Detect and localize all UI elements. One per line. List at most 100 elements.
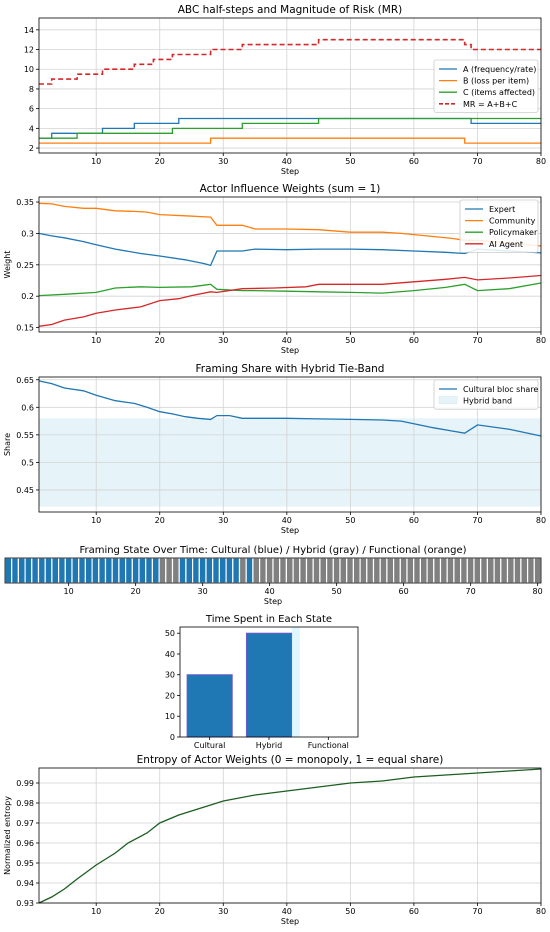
y-tick-label: 0.55	[16, 431, 34, 440]
state-cell	[393, 557, 401, 584]
state-cell	[406, 557, 415, 584]
state-cell	[158, 557, 167, 584]
state-cell	[51, 557, 60, 584]
state-cell	[171, 557, 180, 584]
y-tick-label: 0.15	[16, 324, 34, 333]
state-cell	[145, 557, 153, 584]
x-tick-label: 70	[466, 587, 476, 596]
x-tick-label: 30	[198, 587, 208, 596]
state-cell	[57, 557, 66, 584]
x-tick-label: 80	[536, 516, 546, 525]
x-tick-label: 50	[345, 157, 355, 166]
state-cell	[31, 557, 40, 584]
x-axis-label: Step	[281, 167, 299, 176]
state-cell	[138, 557, 147, 584]
x-tick-label: 80	[533, 587, 543, 596]
series-line-2	[38, 282, 542, 297]
y-tick-label: 0.3	[21, 229, 34, 238]
x-tick-label: 80	[536, 157, 546, 166]
plot-frame	[38, 376, 542, 513]
state-cell	[419, 557, 428, 584]
x-tick-label: 50	[345, 336, 355, 345]
state-cell	[433, 557, 442, 584]
x-tick-label: 20	[155, 907, 165, 916]
series-line-1	[38, 202, 542, 247]
state-cell	[299, 557, 308, 584]
state-cell	[305, 557, 314, 584]
x-tick-label: 30	[218, 907, 228, 916]
x-tick-label: 10	[91, 157, 101, 166]
state-cell	[11, 557, 19, 584]
x-tick-label: 70	[472, 516, 482, 525]
state-cell	[192, 557, 200, 584]
y-tick-label: 0.97	[16, 819, 34, 828]
state-cell	[506, 557, 515, 584]
y-tick-label: 30	[165, 671, 175, 680]
series-line-2	[39, 117, 541, 139]
state-cell	[178, 557, 187, 584]
series-line-1	[39, 137, 541, 144]
y-tick-label: 40	[165, 650, 175, 659]
state-cell	[37, 557, 46, 584]
bar-cultural	[186, 674, 233, 738]
y-tick-label: 0.45	[16, 486, 34, 495]
state-cell	[259, 557, 267, 584]
state-cell	[124, 557, 133, 584]
x-tick-label: 40	[282, 516, 292, 525]
state-cell	[453, 557, 462, 584]
plot-frame	[38, 17, 542, 154]
series-line-3	[39, 38, 541, 85]
state-cell	[493, 557, 502, 584]
y-tick-label: 0.6	[21, 403, 34, 412]
y-tick-label: 0.2	[21, 292, 34, 301]
category-label: Hybrid	[256, 741, 282, 750]
state-cell	[64, 557, 73, 584]
state-cell	[104, 557, 113, 584]
y-tick-label: 2	[29, 144, 34, 153]
chart-4: Time Spent in Each State Cultural Hybrid Fu…	[165, 614, 359, 750]
state-cell	[44, 557, 53, 584]
state-cell	[413, 557, 422, 584]
y-tick-label: 0.94	[16, 879, 34, 888]
state-cell	[205, 557, 214, 584]
state-cell	[399, 557, 408, 584]
y-tick-label: 10	[24, 65, 34, 74]
state-cell	[480, 557, 489, 584]
chart-title: ABC half-steps and Magnitude of Risk (MR…	[178, 4, 402, 16]
x-tick-label: 80	[536, 907, 546, 916]
legend-entry: Hybrid band	[463, 397, 512, 406]
y-tick-label: 20	[165, 691, 175, 700]
state-cell	[91, 557, 100, 584]
series-line-3	[38, 274, 542, 327]
category-label: Cultural	[194, 741, 226, 750]
x-tick-label: 70	[472, 907, 482, 916]
highlight-strip	[291, 627, 300, 737]
legend-entry: B (loss per item)	[463, 77, 529, 86]
x-axis-label: Step	[264, 597, 282, 606]
state-cell	[252, 557, 261, 584]
series-line-0	[38, 768, 542, 904]
y-tick-label: 0.98	[16, 799, 34, 808]
chart-title: Entropy of Actor Weights (0 = monopoly, …	[137, 754, 444, 766]
state-cell	[4, 557, 13, 584]
x-tick-label: 40	[282, 336, 292, 345]
state-cell	[520, 557, 529, 584]
chart-5: Entropy of Actor Weights (0 = monopoly, …	[3, 754, 546, 926]
chart-title: Framing State Over Time: Cultural (blue)…	[79, 545, 466, 556]
legend-entry: C (items affected)	[463, 88, 535, 97]
chart-2: Framing Share with Hybrid Tie-Band 10 20 30…	[3, 363, 546, 535]
state-cell	[339, 557, 348, 584]
x-tick-label: 10	[91, 516, 101, 525]
state-cell	[225, 557, 234, 584]
state-cell	[292, 557, 301, 584]
state-cell	[111, 557, 120, 584]
legend-box	[459, 199, 539, 253]
state-cell	[386, 557, 395, 584]
chart-title: Time Spent in Each State	[205, 614, 332, 625]
y-tick-label: 12	[24, 46, 34, 55]
legend: Expert Community Policymaker AI Agent	[459, 199, 539, 253]
x-tick-label: 20	[131, 587, 141, 596]
state-cell	[285, 557, 294, 584]
state-cell	[500, 557, 509, 584]
state-cell	[218, 557, 227, 584]
